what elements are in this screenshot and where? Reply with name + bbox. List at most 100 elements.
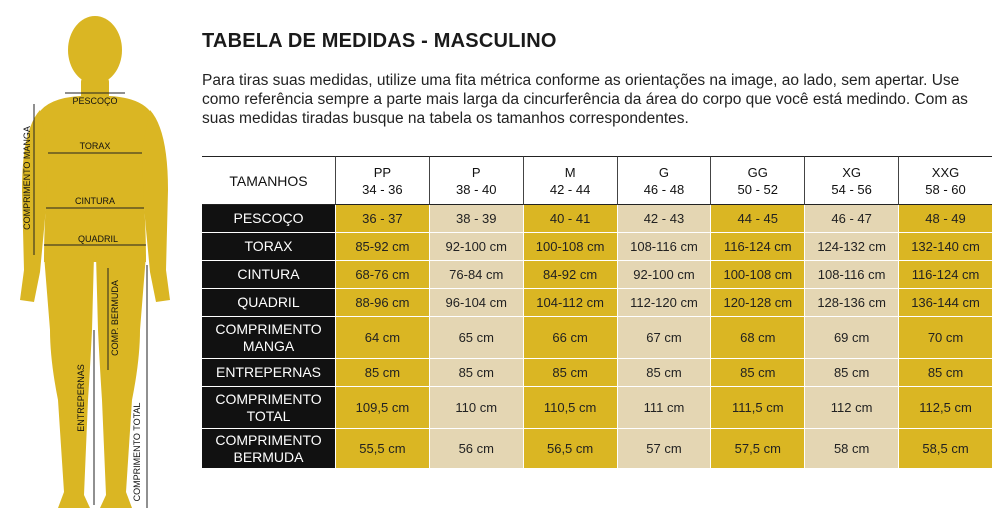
table-cell: 56 cm — [428, 429, 523, 469]
row-label-line: PESCOÇO — [233, 210, 304, 226]
table-cell: 44 - 45 — [710, 205, 805, 233]
table-cell: 57 cm — [616, 429, 711, 469]
row-label-line: TOTAL — [246, 407, 291, 424]
size-range: 58 - 60 — [925, 181, 966, 197]
table-cell: 116-124 cm — [710, 233, 805, 261]
table-cell: 92-100 cm — [616, 261, 711, 289]
table-cell: 85-92 cm — [335, 233, 429, 261]
table-cell: 67 cm — [616, 317, 711, 359]
size-table: TAMANHOS PP 34 - 36 P 38 - 40 M 42 - 44 G 46… — [202, 156, 992, 469]
size-name: XG — [842, 164, 862, 180]
size-header-m: M 42 - 44 — [522, 156, 617, 205]
figure-label-quadril: QUADRIL — [78, 234, 118, 244]
table-cell: 55,5 cm — [335, 429, 429, 469]
table-cell: 36 - 37 — [335, 205, 429, 233]
table-row: COMPRIMENTO TOTAL 109,5 cm 110 cm 110,5 c… — [202, 387, 992, 429]
size-name: XXG — [931, 164, 960, 180]
table-row: QUADRIL 88-96 cm 96-104 cm 104-112 cm 11… — [202, 289, 992, 317]
table-row: TORAX 85-92 cm 92-100 cm 100-108 cm 108-… — [202, 233, 992, 261]
row-label-pescoco: PESCOÇO — [202, 205, 335, 233]
table-cell: 56,5 cm — [522, 429, 617, 469]
figure-label-torax: TORAX — [80, 141, 111, 151]
table-row: PESCOÇO 36 - 37 38 - 39 40 - 41 42 - 43 … — [202, 205, 992, 233]
size-range: 46 - 48 — [643, 181, 685, 197]
table-cell: 108-116 cm — [616, 233, 711, 261]
row-label-comprimento-bermuda: COMPRIMENTO BERMUDA — [202, 429, 335, 469]
table-cell: 85 cm — [616, 359, 711, 387]
table-cell: 68 cm — [710, 317, 805, 359]
table-cell: 111 cm — [616, 387, 711, 429]
table-cell: 48 - 49 — [898, 205, 992, 233]
measurement-lines — [33, 92, 148, 508]
size-range: 50 - 52 — [737, 181, 779, 197]
table-cell: 104-112 cm — [522, 289, 617, 317]
table-cell: 58 cm — [804, 429, 899, 469]
figure-label-comprimento-manga: COMPRIMENTO MANGA — [22, 126, 32, 230]
size-header-g: G 46 - 48 — [616, 156, 711, 205]
row-label-line: COMPRIMENTO — [215, 390, 322, 407]
table-cell: 112 cm — [804, 387, 899, 429]
body-measurement-figure: PESCOÇO TORAX CINTURA QUADRIL COMPRIMENT… — [20, 16, 170, 508]
row-label-comprimento-total: COMPRIMENTO TOTAL — [202, 387, 335, 429]
size-range: 34 - 36 — [362, 181, 403, 197]
table-cell: 120-128 cm — [710, 289, 805, 317]
table-cell: 46 - 47 — [804, 205, 899, 233]
table-cell: 116-124 cm — [898, 261, 992, 289]
figure-label-pescoco: PESCOÇO — [72, 96, 117, 106]
figure-label-entrepernas: ENTREPERNAS — [76, 364, 86, 432]
table-cell: 96-104 cm — [428, 289, 523, 317]
table-cell: 124-132 cm — [804, 233, 899, 261]
row-label-line: TORAX — [244, 238, 293, 254]
size-range: 38 - 40 — [456, 181, 497, 197]
table-cell: 92-100 cm — [428, 233, 523, 261]
row-label-line: QUADRIL — [237, 294, 300, 310]
row-label-line: COMPRIMENTO — [215, 431, 322, 448]
row-label-line: BERMUDA — [233, 448, 304, 465]
table-cell: 85 cm — [522, 359, 617, 387]
row-label-entrepernas: ENTREPERNAS — [202, 359, 335, 387]
table-cell: 84-92 cm — [522, 261, 617, 289]
table-cell: 88-96 cm — [335, 289, 429, 317]
size-range: 54 - 56 — [831, 181, 872, 197]
table-cell: 58,5 cm — [898, 429, 992, 469]
size-name: P — [471, 164, 481, 180]
page-title: TABELA DE MEDIDAS - MASCULINO — [202, 30, 557, 52]
table-row: COMPRIMENTO BERMUDA 55,5 cm 56 cm 56,5 cm… — [202, 429, 992, 469]
table-cell: 108-116 cm — [804, 261, 899, 289]
table-cell: 100-108 cm — [710, 261, 805, 289]
table-cell: 70 cm — [898, 317, 992, 359]
row-label-line: CINTURA — [237, 266, 300, 282]
table-cell: 38 - 39 — [428, 205, 523, 233]
table-cell: 111,5 cm — [710, 387, 805, 429]
table-cell: 85 cm — [335, 359, 429, 387]
row-label-line: MANGA — [242, 337, 295, 354]
row-label-torax: TORAX — [202, 233, 335, 261]
table-row: CINTURA 68-76 cm 76-84 cm 84-92 cm 92-10… — [202, 261, 992, 289]
table-cell: 136-144 cm — [898, 289, 992, 317]
figure-label-comprimento-total: COMPRIMENTO TOTAL — [132, 403, 142, 502]
table-cell: 128-136 cm — [804, 289, 899, 317]
size-header-pp: PP 34 - 36 — [335, 156, 429, 205]
size-name: GG — [747, 164, 768, 180]
row-label-line: ENTREPERNAS — [215, 364, 322, 380]
size-header-row: TAMANHOS PP 34 - 36 P 38 - 40 M 42 - 44 G 46… — [202, 156, 992, 205]
table-row: ENTREPERNAS 85 cm 85 cm 85 cm 85 cm 85 c… — [202, 359, 992, 387]
row-label-comprimento-manga: COMPRIMENTO MANGA — [202, 317, 335, 359]
size-header-gg: GG 50 - 52 — [710, 156, 805, 205]
size-header-p: P 38 - 40 — [428, 156, 523, 205]
table-cell: 112,5 cm — [898, 387, 992, 429]
table-cell: 85 cm — [898, 359, 992, 387]
table-cell: 65 cm — [428, 317, 523, 359]
header-tamanhos: TAMANHOS — [202, 156, 335, 205]
figure-label-comp-bermuda: COMP. BERMUDA — [110, 280, 120, 356]
table-cell: 66 cm — [522, 317, 617, 359]
size-header-xxg: XXG 58 - 60 — [898, 156, 992, 205]
size-name: PP — [373, 164, 392, 180]
table-cell: 57,5 cm — [710, 429, 805, 469]
table-cell: 100-108 cm — [522, 233, 617, 261]
table-cell: 76-84 cm — [428, 261, 523, 289]
row-label-quadril: QUADRIL — [202, 289, 335, 317]
table-cell: 109,5 cm — [335, 387, 429, 429]
table-cell: 40 - 41 — [522, 205, 617, 233]
table-cell: 68-76 cm — [335, 261, 429, 289]
